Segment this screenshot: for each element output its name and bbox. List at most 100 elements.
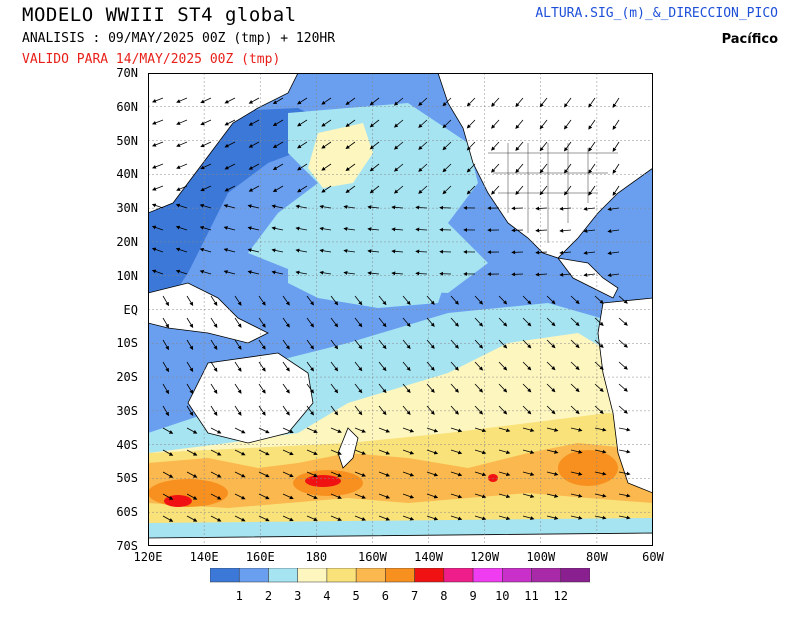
direction-arrow	[563, 163, 572, 174]
direction-arrow	[151, 163, 164, 169]
direction-arrow	[570, 471, 583, 476]
direction-arrow	[234, 449, 246, 456]
direction-arrow	[369, 119, 380, 128]
direction-arrow	[570, 515, 583, 520]
direction-arrow	[491, 141, 500, 151]
direction-arrow	[151, 203, 164, 209]
direction-arrow	[426, 317, 435, 327]
direction-arrow	[330, 295, 339, 306]
direction-arrow	[234, 493, 246, 500]
legend-swatch	[502, 568, 532, 583]
direction-arrow	[378, 405, 387, 416]
direction-arrow	[546, 383, 556, 393]
direction-arrow	[450, 361, 459, 371]
direction-arrow	[450, 449, 463, 455]
lon-label: 140E	[189, 550, 219, 564]
direction-arrow	[474, 427, 487, 433]
direction-arrow	[224, 97, 236, 104]
direction-arrow	[491, 119, 500, 129]
direction-arrow	[271, 248, 284, 253]
direction-arrow	[151, 269, 164, 275]
direction-arrow	[426, 427, 439, 433]
direction-arrow	[393, 141, 404, 150]
direction-arrow	[607, 273, 620, 278]
legend-swatch	[238, 568, 269, 583]
direction-arrow	[343, 270, 356, 275]
lat-label: 50N	[116, 133, 138, 148]
direction-arrow	[378, 427, 391, 433]
direction-arrow	[224, 119, 236, 126]
direction-arrow	[247, 204, 260, 209]
direction-arrow	[295, 270, 308, 275]
direction-arrow	[354, 493, 366, 499]
legend-swatch	[210, 568, 240, 583]
direction-arrow	[450, 295, 459, 305]
direction-arrow	[354, 339, 363, 350]
direction-arrow	[426, 339, 435, 349]
direction-arrow	[306, 317, 314, 328]
direction-arrow	[588, 185, 596, 196]
direction-arrow	[330, 383, 339, 394]
direction-arrow	[272, 141, 284, 149]
direction-arrow	[321, 141, 332, 149]
direction-arrow	[354, 317, 363, 328]
direction-arrow	[378, 515, 391, 521]
direction-arrow	[618, 471, 631, 476]
direction-arrow	[354, 295, 363, 306]
direction-arrow	[258, 449, 270, 456]
direction-arrow	[588, 97, 596, 108]
direction-arrow	[515, 163, 524, 173]
direction-arrow	[378, 361, 387, 372]
legend-value: 2	[264, 589, 273, 603]
lat-label: 40N	[116, 167, 138, 182]
direction-arrow	[426, 493, 439, 499]
direction-arrow	[570, 339, 580, 349]
direction-arrow	[378, 471, 391, 477]
parameter-link[interactable]: ALTURA.SIG_(m)_&_DIRECCION_PICO	[535, 6, 778, 21]
direction-arrow	[450, 339, 459, 349]
direction-arrow	[162, 427, 174, 434]
storm-8m-central	[305, 475, 341, 487]
direction-arrow	[402, 471, 415, 477]
direction-arrow	[498, 427, 511, 433]
direction-arrow	[415, 205, 428, 210]
direction-arrow	[522, 427, 535, 432]
direction-arrow	[450, 317, 459, 327]
direction-arrow	[282, 383, 290, 394]
direction-arrow	[234, 383, 242, 394]
direction-arrow	[570, 449, 583, 454]
direction-arrow	[247, 248, 260, 253]
direction-arrow	[223, 270, 236, 275]
direction-arrow	[442, 185, 452, 195]
direction-arrow	[319, 204, 332, 209]
direction-arrow	[491, 185, 500, 195]
direction-arrow	[186, 295, 194, 307]
direction-arrow	[539, 97, 548, 108]
direction-arrow	[466, 97, 476, 107]
direction-arrow	[200, 163, 212, 170]
direction-arrow	[297, 185, 308, 193]
direction-arrow	[535, 206, 548, 211]
direction-arrow	[186, 339, 194, 351]
direction-arrow	[474, 361, 484, 371]
legend-swatch	[297, 568, 328, 583]
direction-arrow	[515, 97, 524, 107]
legend-value: 10	[495, 589, 510, 603]
lat-label: EQ	[123, 302, 138, 317]
direction-arrow	[570, 317, 580, 327]
direction-arrow	[176, 141, 188, 147]
map-title: MODELO WWIII ST4 global	[22, 4, 297, 26]
lon-label: 180	[305, 550, 328, 564]
direction-arrow	[175, 269, 188, 275]
direction-arrow	[522, 317, 532, 327]
direction-arrow	[162, 295, 170, 307]
direction-arrow	[570, 295, 580, 305]
direction-arrow	[607, 229, 620, 234]
direction-arrow	[402, 405, 411, 416]
direction-arrow	[594, 361, 604, 370]
direction-arrow	[450, 383, 459, 393]
direction-arrow	[378, 449, 391, 455]
direction-arrow	[618, 515, 631, 520]
direction-arrow	[272, 97, 284, 105]
direction-arrow	[282, 449, 294, 456]
